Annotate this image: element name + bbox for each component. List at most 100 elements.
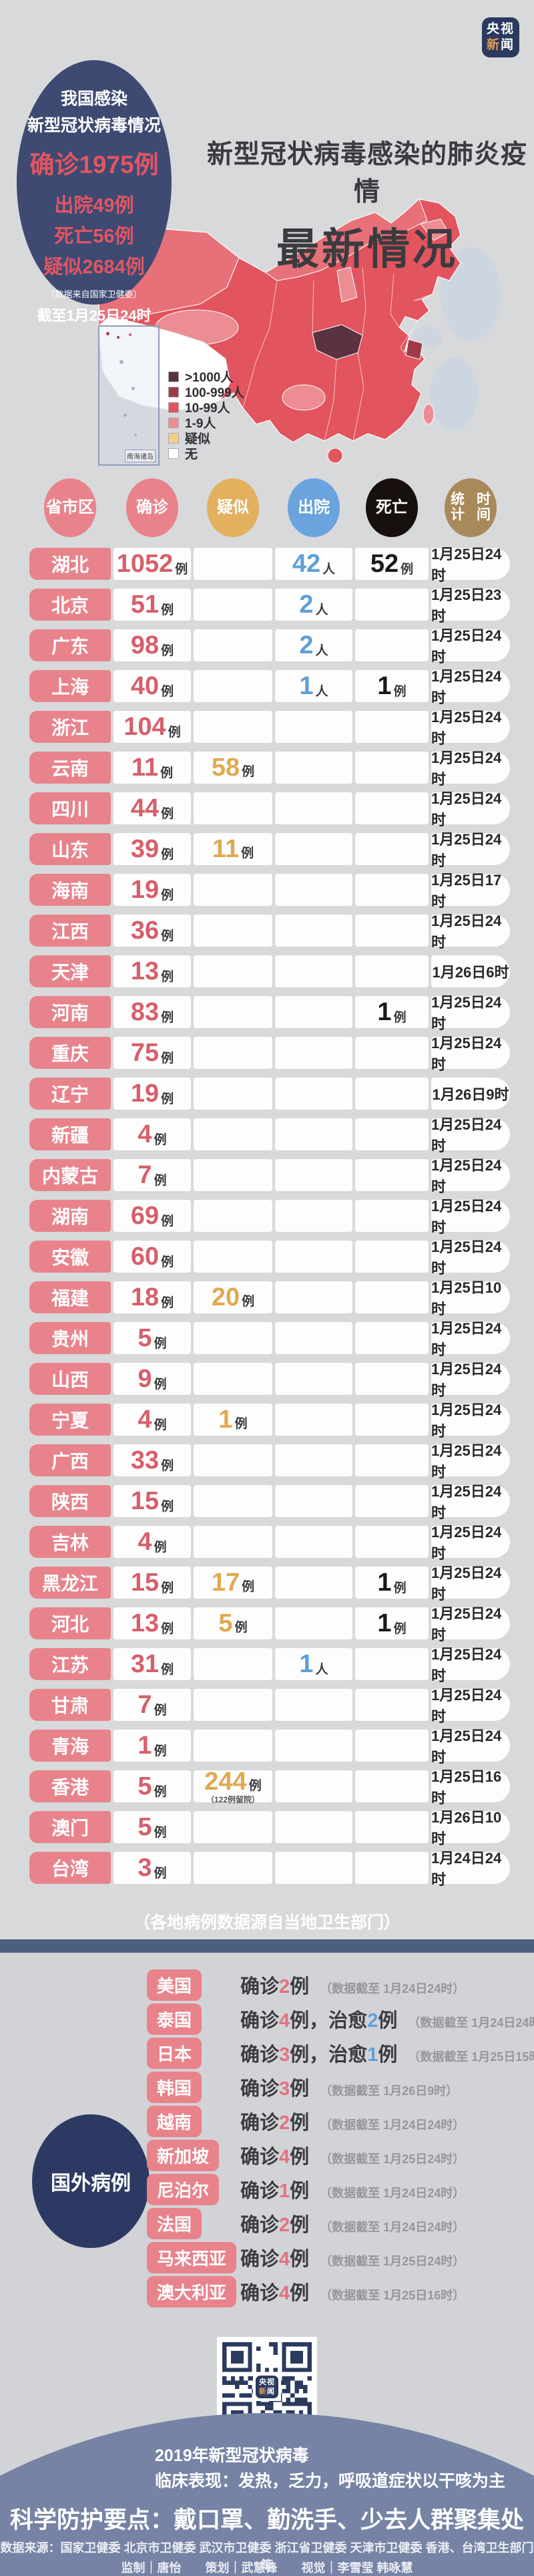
section-divider bbox=[0, 1939, 534, 1953]
legend-swatch bbox=[168, 417, 179, 428]
table-row: 陕西 15 例 1月25日24时 bbox=[29, 1483, 510, 1521]
summary-source-note: （数据来自国家卫健委） bbox=[46, 289, 142, 299]
summary-confirmed: 确诊1975例 bbox=[29, 151, 159, 178]
region-label: 河北 bbox=[29, 1607, 111, 1639]
summary-line2: 新型冠状病毒情况 bbox=[27, 116, 161, 135]
credits: 监制｜唐怡 策划｜武慧锋 视觉｜李雪莹 韩咏慧 bbox=[121, 2561, 413, 2575]
table-row: 贵州 5 例 1月25日24时 bbox=[29, 1320, 510, 1358]
table-row: 上海 40 例 1 人 1 例 1月25日24时 bbox=[29, 668, 510, 706]
country-pill: 日本 bbox=[147, 2037, 202, 2069]
country-pill: 尼泊尔 bbox=[147, 2173, 220, 2205]
stat-time: 1月25日24时 bbox=[431, 750, 510, 788]
table-row: 台湾 3 例 1月24日24时 bbox=[29, 1850, 510, 1888]
table-row: 山西 9 例 1月25日24时 bbox=[29, 1361, 510, 1399]
foreign-note: （数据截至 1月24日24时） bbox=[408, 2016, 534, 2030]
foreign-note: （数据截至 1月25日24时） bbox=[320, 2152, 465, 2166]
foreign-row: 韩国 确诊3例 （数据截至 1月26日9时） bbox=[147, 2071, 458, 2103]
country-pill: 法国 bbox=[147, 2207, 202, 2239]
stat-time: 1月25日24时 bbox=[431, 1157, 510, 1195]
foreign-case-text: 确诊1例 （数据截至 1月24日24时） bbox=[240, 2181, 465, 2202]
legend-swatch bbox=[168, 401, 179, 413]
region-label: 青海 bbox=[29, 1730, 111, 1762]
stat-time: 1月25日24时 bbox=[431, 668, 510, 706]
legend-item: 无 bbox=[168, 446, 244, 462]
region-label: 江苏 bbox=[29, 1648, 111, 1680]
stat-time: 1月26日9时 bbox=[431, 1078, 510, 1110]
table-row: 黑龙江 15 例 17 例 1 例 1月25日24时 bbox=[29, 1565, 510, 1603]
table-row: 山东 39 例 11 例 1月25日24时 bbox=[29, 831, 510, 869]
country-pill: 马来西亚 bbox=[147, 2241, 237, 2273]
inset-caption: 南海诸岛 bbox=[125, 450, 156, 462]
summary-as-of: 截至1月25日24时 bbox=[37, 307, 152, 324]
table-row: 吉林 4 例 1月25日24时 bbox=[29, 1524, 510, 1562]
foreign-case-text: 确诊2例 （数据截至 1月24日24时） bbox=[240, 2112, 465, 2134]
region-label: 黑龙江 bbox=[29, 1567, 111, 1599]
table-row: 天津 13 例 1月26日6时 bbox=[29, 955, 510, 987]
region-label: 陕西 bbox=[29, 1485, 111, 1517]
table-row: 澳门 5 例 1月26日10时 bbox=[29, 1809, 510, 1847]
region-label: 澳门 bbox=[29, 1811, 111, 1843]
summary-line1: 我国感染 bbox=[60, 90, 127, 108]
stat-time: 1月25日24时 bbox=[431, 913, 510, 951]
foreign-row: 澳大利亚 确诊4例 （数据截至 1月25日16时） bbox=[147, 2275, 465, 2307]
column-header-5: 统计 时间 bbox=[445, 478, 497, 537]
summary-discharged: 出院49例 bbox=[54, 195, 134, 216]
table-row: 甘肃 7 例 1月25日24时 bbox=[29, 1687, 510, 1725]
map-legend: >1000人 100-999人 10-99人 1-9人 疑似无 bbox=[168, 369, 244, 462]
stat-time: 1月26日6时 bbox=[431, 955, 510, 987]
stat-time: 1月25日24时 bbox=[431, 1646, 510, 1684]
summary-deaths: 死亡56例 bbox=[54, 226, 134, 247]
cctv-news-logo: 央视 新闻 bbox=[482, 17, 519, 57]
table-row: 安徽 60 例 1月25日24时 bbox=[29, 1239, 510, 1277]
data-sources: 数据来源：国家卫健委 北京市卫健委 武汉市卫健委 浙江省卫健委 天津市卫健委 香… bbox=[0, 2541, 534, 2572]
stat-time: 1月25日24时 bbox=[431, 1728, 510, 1766]
summary-suspected: 疑似2684例 bbox=[43, 257, 145, 278]
stat-time: 1月25日24时 bbox=[431, 1524, 510, 1562]
stat-time: 1月25日24时 bbox=[431, 1565, 510, 1603]
column-header-4: 死亡 bbox=[366, 478, 418, 537]
region-label: 台湾 bbox=[29, 1852, 111, 1884]
country-pill: 美国 bbox=[147, 1969, 202, 2001]
region-label: 内蒙古 bbox=[29, 1159, 111, 1191]
stat-time: 1月25日24时 bbox=[431, 1687, 510, 1725]
stat-time: 1月25日24时 bbox=[431, 1361, 510, 1399]
map-region-taiwan bbox=[423, 404, 435, 425]
country-pill: 韩国 bbox=[147, 2071, 202, 2103]
table-footnote: （各地病例数据源自当地卫生部门） bbox=[133, 1913, 400, 1932]
province-table: 省市区 确诊 疑似 出院 死亡 统计 时间 湖北 1052 例 42 人 52 例 1月25日24时 北京 5… bbox=[29, 476, 510, 1893]
region-label: 山西 bbox=[29, 1363, 111, 1395]
map-region-guizhou bbox=[282, 384, 326, 411]
clinical-signs: 临床表现：发热，乏力，呼吸道症状以干咳为主 bbox=[155, 2472, 506, 2490]
south-sea-inset: 南海诸岛 bbox=[98, 325, 160, 466]
region-label: 云南 bbox=[29, 752, 111, 784]
legend-item: 1-9人 bbox=[168, 415, 244, 431]
foreign-case-text: 确诊4例，治愈2例（数据截至 1月24日24时） bbox=[240, 2005, 534, 2033]
stat-time: 1月25日10时 bbox=[431, 1279, 510, 1317]
stat-time: 1月25日16时 bbox=[431, 1768, 510, 1806]
legend-item: 10-99人 bbox=[168, 399, 244, 416]
region-label: 重庆 bbox=[29, 1037, 111, 1069]
region-label: 新疆 bbox=[29, 1118, 111, 1150]
logo-line2: 新闻 bbox=[486, 38, 515, 52]
region-label: 天津 bbox=[29, 955, 111, 987]
foreign-note: （数据截至 1月25日16时） bbox=[320, 2289, 465, 2302]
table-body: 湖北 1052 例 42 人 52 例 1月25日24时 北京 51 例 2 人 1月25日23时 广东 98… bbox=[29, 546, 510, 1888]
foreign-note: （数据截至 1月24日24时） bbox=[320, 2221, 465, 2234]
table-row: 宁夏 4 例 1 例 1月25日24时 bbox=[29, 1402, 510, 1440]
qr-center-logo: 央视 新闻 bbox=[253, 2373, 281, 2401]
foreign-case-text: 确诊2例 （数据截至 1月24日24时） bbox=[240, 1976, 465, 1997]
table-row: 广西 33 例 1月25日24时 bbox=[29, 1442, 510, 1480]
region-label: 湖北 bbox=[29, 548, 111, 580]
table-row: 云南 11 例 58 例 1月25日24时 bbox=[29, 750, 510, 788]
stat-time: 1月25日24时 bbox=[431, 1442, 510, 1480]
page-title: 新型冠状病毒感染的肺炎疫情 最新情况 bbox=[207, 134, 527, 277]
title-line2: 最新情况 bbox=[276, 225, 458, 273]
stat-time: 1月25日24时 bbox=[431, 1483, 510, 1521]
legend-swatch bbox=[168, 448, 179, 459]
foreign-note: （数据截至 1月25日24时） bbox=[320, 2255, 465, 2268]
table-row: 内蒙古 7 例 1月25日24时 bbox=[29, 1157, 510, 1195]
table-header: 省市区 确诊 疑似 出院 死亡 统计 时间 bbox=[29, 476, 510, 548]
foreign-note: （数据截至 1月24日24时） bbox=[320, 1982, 465, 1995]
region-label: 贵州 bbox=[29, 1322, 111, 1354]
